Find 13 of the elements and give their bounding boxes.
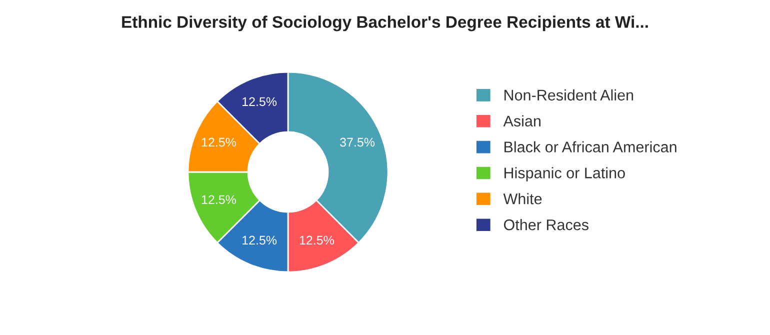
legend-label: Asian [503, 115, 540, 126]
chart-title: Ethnic Diversity of Sociology Bachelor's Degree Recipients at Wi... [122, 16, 648, 32]
legend-label: Non-Resident Alien [504, 89, 634, 101]
data-label: 12.5% [202, 195, 236, 204]
legend-label: Other Races [504, 219, 588, 230]
legend-label: Black or African American [504, 141, 676, 152]
data-label: 37.5% [340, 138, 375, 147]
data-label: 12.5% [242, 97, 277, 106]
legend-label: White [503, 193, 542, 204]
legend-label: Hispanic or Latino [504, 167, 625, 182]
data-label: 12.5% [202, 138, 236, 147]
data-label: 12.5% [300, 236, 334, 245]
data-label: 12.5% [242, 236, 277, 245]
